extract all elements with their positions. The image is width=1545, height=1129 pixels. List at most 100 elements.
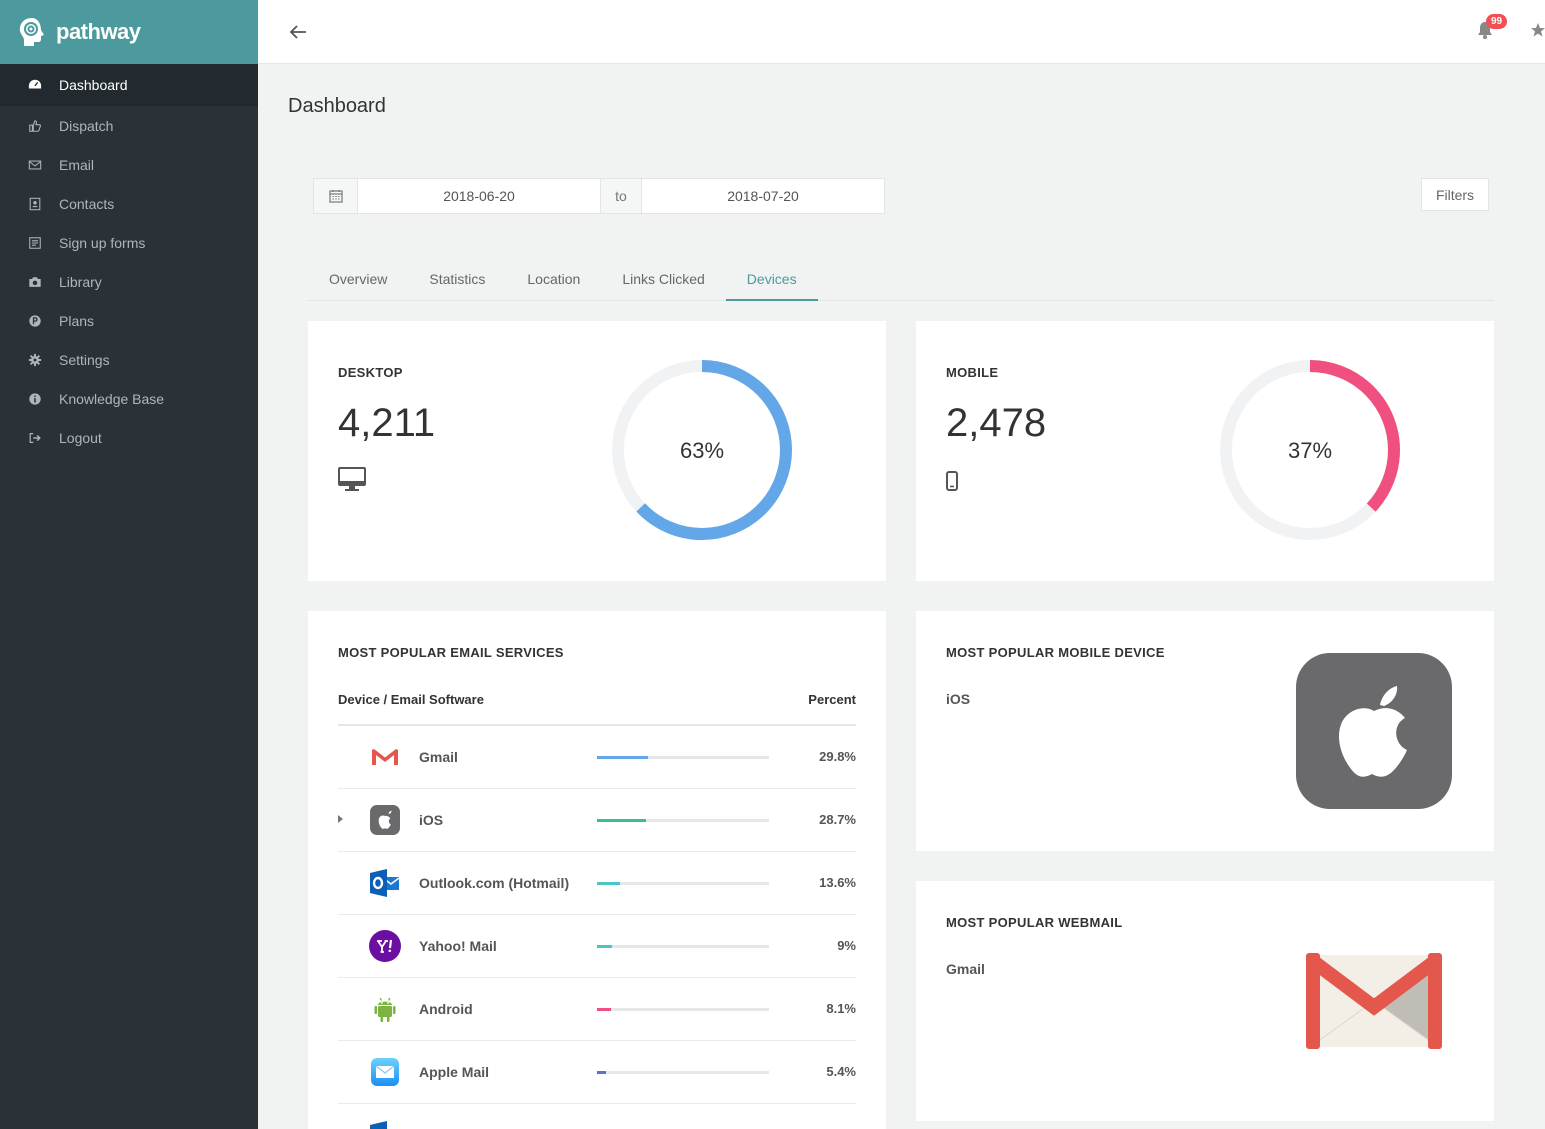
popular-mobile-card: MOST POPULAR MOBILE DEVICE iOS: [916, 611, 1494, 851]
android-icon: [374, 997, 396, 1022]
column-header-device[interactable]: Device / Email Software: [338, 692, 484, 707]
service-name: iOS: [419, 812, 444, 828]
percent-bar: [597, 819, 769, 822]
email-services-card: MOST POPULAR EMAIL SERVICES Device / Ema…: [308, 611, 886, 1129]
thumbs-up-icon: [27, 118, 43, 134]
end-date-field[interactable]: 2018-07-20: [727, 188, 799, 204]
mobile-count: 2,478: [946, 401, 1047, 445]
date-separator: to: [600, 179, 642, 213]
sidebar-item-label: Dashboard: [59, 77, 128, 93]
sidebar-item-dashboard[interactable]: Dashboard: [0, 64, 258, 106]
date-range-picker: 2018-06-20 to 2018-07-20: [313, 178, 885, 214]
sidebar-item-settings[interactable]: Settings: [0, 340, 258, 379]
percent-bar: [597, 756, 769, 759]
sidebar-item-label: Plans: [59, 312, 95, 329]
percent-bar-fill: [597, 1008, 611, 1011]
outlook-icon: [370, 869, 400, 897]
desktop-percent: 63%: [679, 438, 725, 463]
sidebar-item-knowledge-base[interactable]: Knowledge Base: [0, 379, 258, 418]
tab-bar: Overview Statistics Location Links Click…: [308, 258, 1494, 301]
percent-bar: [597, 1071, 769, 1074]
service-percent: 13.6%: [819, 875, 856, 890]
brand-name: pathway: [56, 19, 141, 44]
service-name: Android: [419, 1001, 473, 1017]
table-row[interactable]: [338, 1104, 856, 1129]
service-percent: 8.1%: [826, 1001, 856, 1016]
desktop-card: DESKTOP 4,211 63%: [308, 321, 886, 581]
sidebar-item-label: Sign up forms: [59, 234, 146, 251]
column-header-percent[interactable]: Percent: [808, 692, 856, 707]
percent-bar-fill: [597, 882, 621, 885]
camera-icon: [27, 274, 43, 290]
envelope-icon: [27, 157, 43, 173]
contact-book-icon: [27, 196, 43, 212]
percent-bar: [597, 1008, 769, 1011]
table-row[interactable]: iOS 28.7%: [338, 789, 856, 852]
gear-icon: [27, 352, 43, 368]
percent-bar-fill: [597, 1071, 607, 1074]
desktop-label: DESKTOP: [338, 365, 403, 380]
gmail-icon: [372, 749, 398, 765]
apple-icon: [370, 805, 400, 835]
popular-mobile-name: iOS: [946, 691, 971, 707]
table-row[interactable]: Outlook.com (Hotmail) 13.6%: [338, 852, 856, 915]
service-name: Yahoo! Mail: [419, 938, 497, 954]
sidebar: pathway Dashboard Dispatch Email Contact…: [0, 0, 258, 1129]
form-icon: [27, 235, 43, 251]
sidebar-item-contacts[interactable]: Contacts: [0, 184, 258, 223]
page-title: Dashboard: [288, 95, 386, 117]
email-services-title: MOST POPULAR EMAIL SERVICES: [338, 645, 564, 660]
calendar-button[interactable]: [314, 179, 358, 213]
tab-location[interactable]: Location: [527, 271, 581, 287]
mobile-donut-arc: [1220, 360, 1400, 540]
tab-devices[interactable]: Devices: [725, 258, 818, 301]
logout-icon: [27, 430, 43, 446]
notification-badge: 99: [1486, 14, 1508, 29]
sidebar-item-signup-forms[interactable]: Sign up forms: [0, 223, 258, 262]
sidebar-item-label: Contacts: [59, 195, 115, 212]
sidebar-item-plans[interactable]: Plans: [0, 301, 258, 340]
popular-webmail-card: MOST POPULAR WEBMAIL Gmail: [916, 881, 1494, 1121]
sidebar-item-dispatch[interactable]: Dispatch: [0, 106, 258, 145]
service-percent: 29.8%: [819, 749, 856, 764]
sidebar-item-library[interactable]: Library: [0, 262, 258, 301]
service-name: Gmail: [419, 749, 458, 765]
mobile-donut-chart: [1220, 360, 1400, 540]
percent-bar-fill: [597, 819, 647, 822]
desktop-donut-arc: [612, 360, 792, 540]
tab-overview[interactable]: Overview: [329, 271, 388, 287]
calendar-icon: [328, 190, 343, 203]
table-row[interactable]: Apple Mail 5.4%: [338, 1041, 856, 1104]
table-row[interactable]: Yahoo! Mail 9%: [338, 915, 856, 978]
filters-button[interactable]: Filters: [1421, 178, 1489, 211]
service-percent: 28.7%: [819, 812, 856, 827]
pathway-logo-icon: [19, 18, 44, 46]
top-bar: 99: [258, 0, 1545, 64]
sidebar-item-label: Logout: [59, 429, 102, 446]
popular-mobile-title: MOST POPULAR MOBILE DEVICE: [946, 645, 1165, 660]
sidebar-nav: Dashboard Dispatch Email Contacts Sign u…: [0, 64, 258, 457]
percent-bar-fill: [597, 945, 613, 948]
outlook-icon: [370, 1121, 387, 1129]
table-row[interactable]: Android 8.1%: [338, 978, 856, 1041]
service-name: Outlook.com (Hotmail): [419, 875, 570, 891]
star-icon[interactable]: [1530, 22, 1545, 38]
sidebar-item-logout[interactable]: Logout: [0, 418, 258, 457]
service-percent: 9%: [837, 938, 856, 953]
dashboard-icon: [27, 77, 43, 93]
table-row[interactable]: Gmail 29.8%: [338, 726, 856, 789]
brand[interactable]: pathway: [0, 0, 258, 64]
expand-caret-icon[interactable]: [338, 815, 343, 823]
p-circle-icon: [27, 313, 43, 329]
sidebar-item-label: Email: [59, 156, 95, 173]
yahoo-icon: [369, 930, 401, 962]
percent-bar: [597, 945, 769, 948]
percent-bar: [597, 882, 769, 885]
back-arrow-icon[interactable]: [286, 20, 310, 44]
start-date-field[interactable]: 2018-06-20: [443, 188, 515, 204]
sidebar-item-label: Dispatch: [59, 117, 114, 134]
apple-icon: [1296, 653, 1452, 809]
tab-links-clicked[interactable]: Links Clicked: [622, 271, 705, 287]
tab-statistics[interactable]: Statistics: [429, 271, 486, 287]
sidebar-item-email[interactable]: Email: [0, 145, 258, 184]
